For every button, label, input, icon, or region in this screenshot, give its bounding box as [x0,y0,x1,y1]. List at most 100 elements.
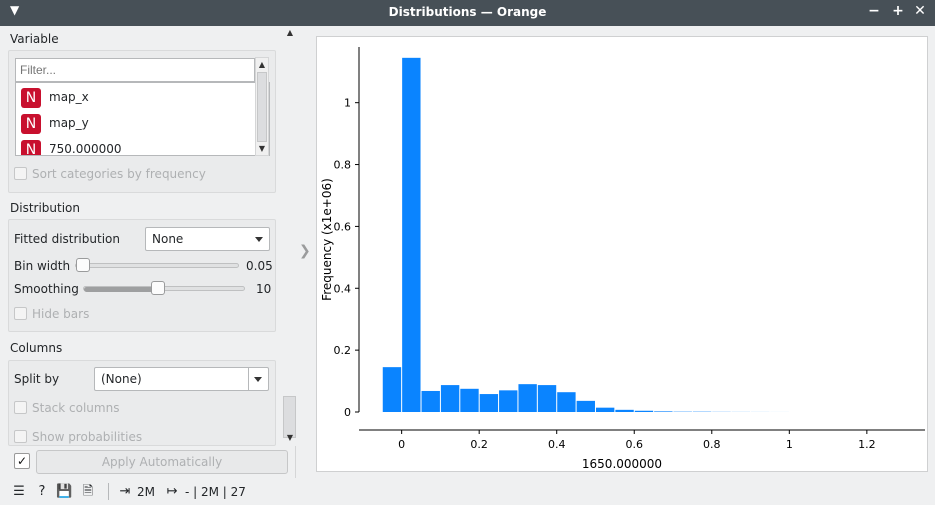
checkbox-box[interactable] [14,307,27,320]
variable-filter-input[interactable] [15,58,255,82]
stack-columns-label: Stack columns [32,401,120,415]
bin-width-label: Bin width [14,259,71,273]
fitted-distribution-select[interactable]: None [145,227,270,251]
fitted-distribution-label: Fitted distribution [14,232,120,246]
variable-list-scrollbar[interactable]: ▲ ▼ [255,57,269,156]
apply-automatically-button[interactable]: Apply Automatically [36,450,288,474]
show-probabilities-checkbox[interactable]: Show probabilities [14,430,142,444]
help-icon[interactable]: ? [38,484,46,499]
y-tick-label: 1 [344,97,351,110]
maximize-button[interactable]: + [892,3,904,19]
histogram-bar [537,385,557,412]
y-tick-label: 0.2 [334,344,352,357]
x-tick-label: 0.8 [703,438,721,451]
bin-width-value: 0.05 [246,259,273,273]
y-tick-label: 0.6 [334,220,352,233]
stack-columns-checkbox[interactable]: Stack columns [14,401,119,415]
split-by-select[interactable]: (None) [94,367,269,391]
scroll-down-icon[interactable]: ▼ [258,144,266,153]
bin-width-slider-handle[interactable] [76,258,90,272]
title-bar: ▼ Distributions — Orange − + ✕ [0,0,935,26]
status-bar: ☰ ? 💾 🗎 ⇥ 2M ↦ - | 2M | 27 [0,478,935,505]
sort-by-frequency-checkbox[interactable]: Sort categories by frequency [14,167,206,181]
input-count: 2M [137,485,155,499]
smoothing-slider-handle[interactable] [150,281,165,295]
histogram-bar [615,409,634,412]
sort-by-frequency-label: Sort categories by frequency [32,167,206,181]
minimize-button[interactable]: − [868,3,880,19]
show-probabilities-label: Show probabilities [32,430,143,444]
histogram-bar [402,57,421,413]
split-by-value: (None) [101,372,142,386]
x-tick-label: 0.6 [625,438,643,451]
x-tick-label: 1 [786,438,793,451]
hide-bars-label: Hide bars [32,307,90,321]
report-icon[interactable]: 🗎 [82,484,94,499]
y-axis-label: Frequency (x1e+06) [320,178,334,301]
y-tick-label: 0.8 [334,159,352,172]
dropdown-caret-icon [254,377,262,382]
scroll-up-icon[interactable]: ▲ [258,60,266,69]
split-by-dropdown-button[interactable] [248,368,268,390]
list-item-map-x[interactable]: N map_x [19,86,254,108]
histogram-bar [518,384,537,412]
scroll-up-icon[interactable]: ▲ [286,28,294,37]
output-summary: - | 2M | 27 [185,485,246,499]
x-tick-label: 1.2 [858,438,876,451]
variable-list[interactable]: N map_x N map_y N 750.000000 [15,82,270,156]
x-axis-label: 1650.000000 [582,457,662,471]
plot-area[interactable]: 0 0.2 0.4 0.6 0.8 1 0 0.2 0.4 0.6 0.8 1 1.2 1650.0000… [316,36,928,472]
histogram-bar [382,367,402,412]
checkbox-box[interactable] [14,401,27,414]
list-item-label: map_y [49,116,89,130]
scrollbar-thumb[interactable] [257,72,267,142]
scrollbar-thumb[interactable] [283,396,296,438]
smoothing-label: Smoothing [14,282,79,296]
histogram-chart: 0 0.2 0.4 0.6 0.8 1 0 0.2 0.4 0.6 0.8 1 1.2 1650.0000… [320,47,925,471]
numeric-variable-icon: N [21,88,41,108]
dropdown-caret-icon [255,237,263,242]
window-menu-chevron-down-icon[interactable]: ▼ [10,3,20,17]
histogram-bar [654,411,673,412]
list-item-label: map_x [49,90,89,104]
list-item-750[interactable]: N 750.000000 [19,138,254,156]
control-panel-scrollbar[interactable]: ▲ ▼ [283,26,296,446]
histogram-bar [576,400,595,412]
apply-automatically-checkbox[interactable]: ✓ [14,453,30,469]
smoothing-slider-fill [84,287,155,292]
list-item-map-y[interactable]: N map_y [19,112,254,134]
hide-bars-checkbox[interactable]: Hide bars [14,307,89,321]
histogram-bar [440,385,460,412]
save-icon[interactable]: 💾 [56,484,73,499]
histogram-bar [499,390,518,412]
variable-section-title: Variable [10,32,59,46]
histogram-bar [634,410,654,412]
histogram-bar [479,394,499,412]
numeric-variable-icon: N [21,140,41,155]
y-tick-label: 0.4 [334,282,352,295]
collapse-panel-chevron-right-icon[interactable]: ❯ [299,243,311,259]
histogram-bar [460,388,479,412]
histogram-bar [421,390,440,412]
close-button[interactable]: ✕ [914,3,926,19]
hamburger-menu-icon[interactable]: ☰ [13,484,25,499]
output-icon: ↦ [166,484,178,499]
distribution-section-title: Distribution [10,201,81,215]
x-tick-label: 0 [398,438,405,451]
window-title: Distributions — Orange [388,5,547,19]
x-tick-label: 0.2 [470,438,488,451]
status-divider [108,483,109,500]
list-item-label: 750.000000 [49,142,122,156]
checkbox-box[interactable] [14,167,27,180]
input-icon: ⇥ [119,484,131,499]
scroll-down-icon[interactable]: ▼ [286,433,294,442]
checkbox-box[interactable] [14,430,27,443]
histogram-bar [595,407,615,412]
bin-width-slider[interactable] [75,263,239,268]
y-tick-label: 0 [344,406,351,419]
split-by-label: Split by [14,372,60,386]
smoothing-value: 10 [256,282,272,296]
histogram-bar [557,392,576,412]
fitted-distribution-value: None [152,232,184,246]
columns-section-title: Columns [10,341,63,355]
